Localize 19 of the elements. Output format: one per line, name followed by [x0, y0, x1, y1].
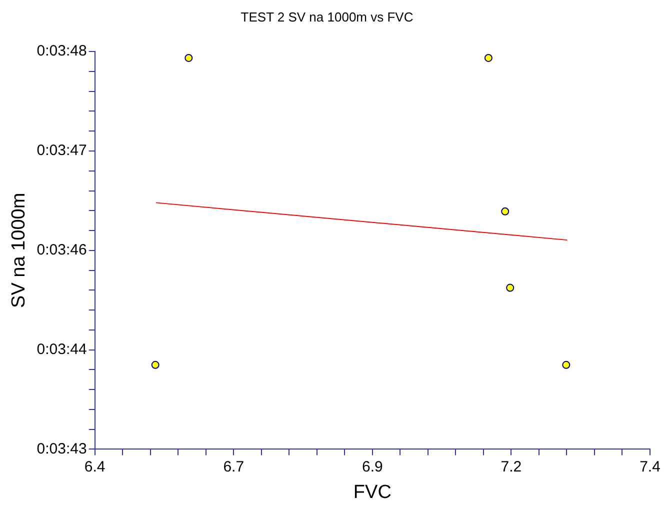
point [506, 284, 514, 292]
y-tick-label: 0:03:47 [36, 142, 87, 160]
y-axis-title: SV na 1000m [8, 192, 30, 308]
y-tick-label: 0:03:46 [36, 242, 87, 259]
x-tick-label: 6.7 [223, 458, 244, 476]
point [484, 54, 492, 62]
x-tick-label: 6.9 [362, 458, 383, 476]
y-tick-label: 0:03:44 [36, 340, 87, 358]
chart-title: TEST 2 SV na 1000m vs FVC [240, 9, 414, 24]
x-axis-title: FVC [353, 482, 392, 503]
y-tick-label: 0:03:48 [36, 42, 87, 60]
point [501, 207, 510, 216]
point [562, 360, 570, 369]
point [184, 54, 193, 62]
y-tick-label: 0:03:43 [36, 440, 87, 458]
x-tick-label: 6.4 [84, 458, 106, 476]
x-tick-label: 7.2 [500, 458, 522, 476]
x-tick-label: 7.4 [640, 458, 660, 476]
point [151, 360, 160, 369]
